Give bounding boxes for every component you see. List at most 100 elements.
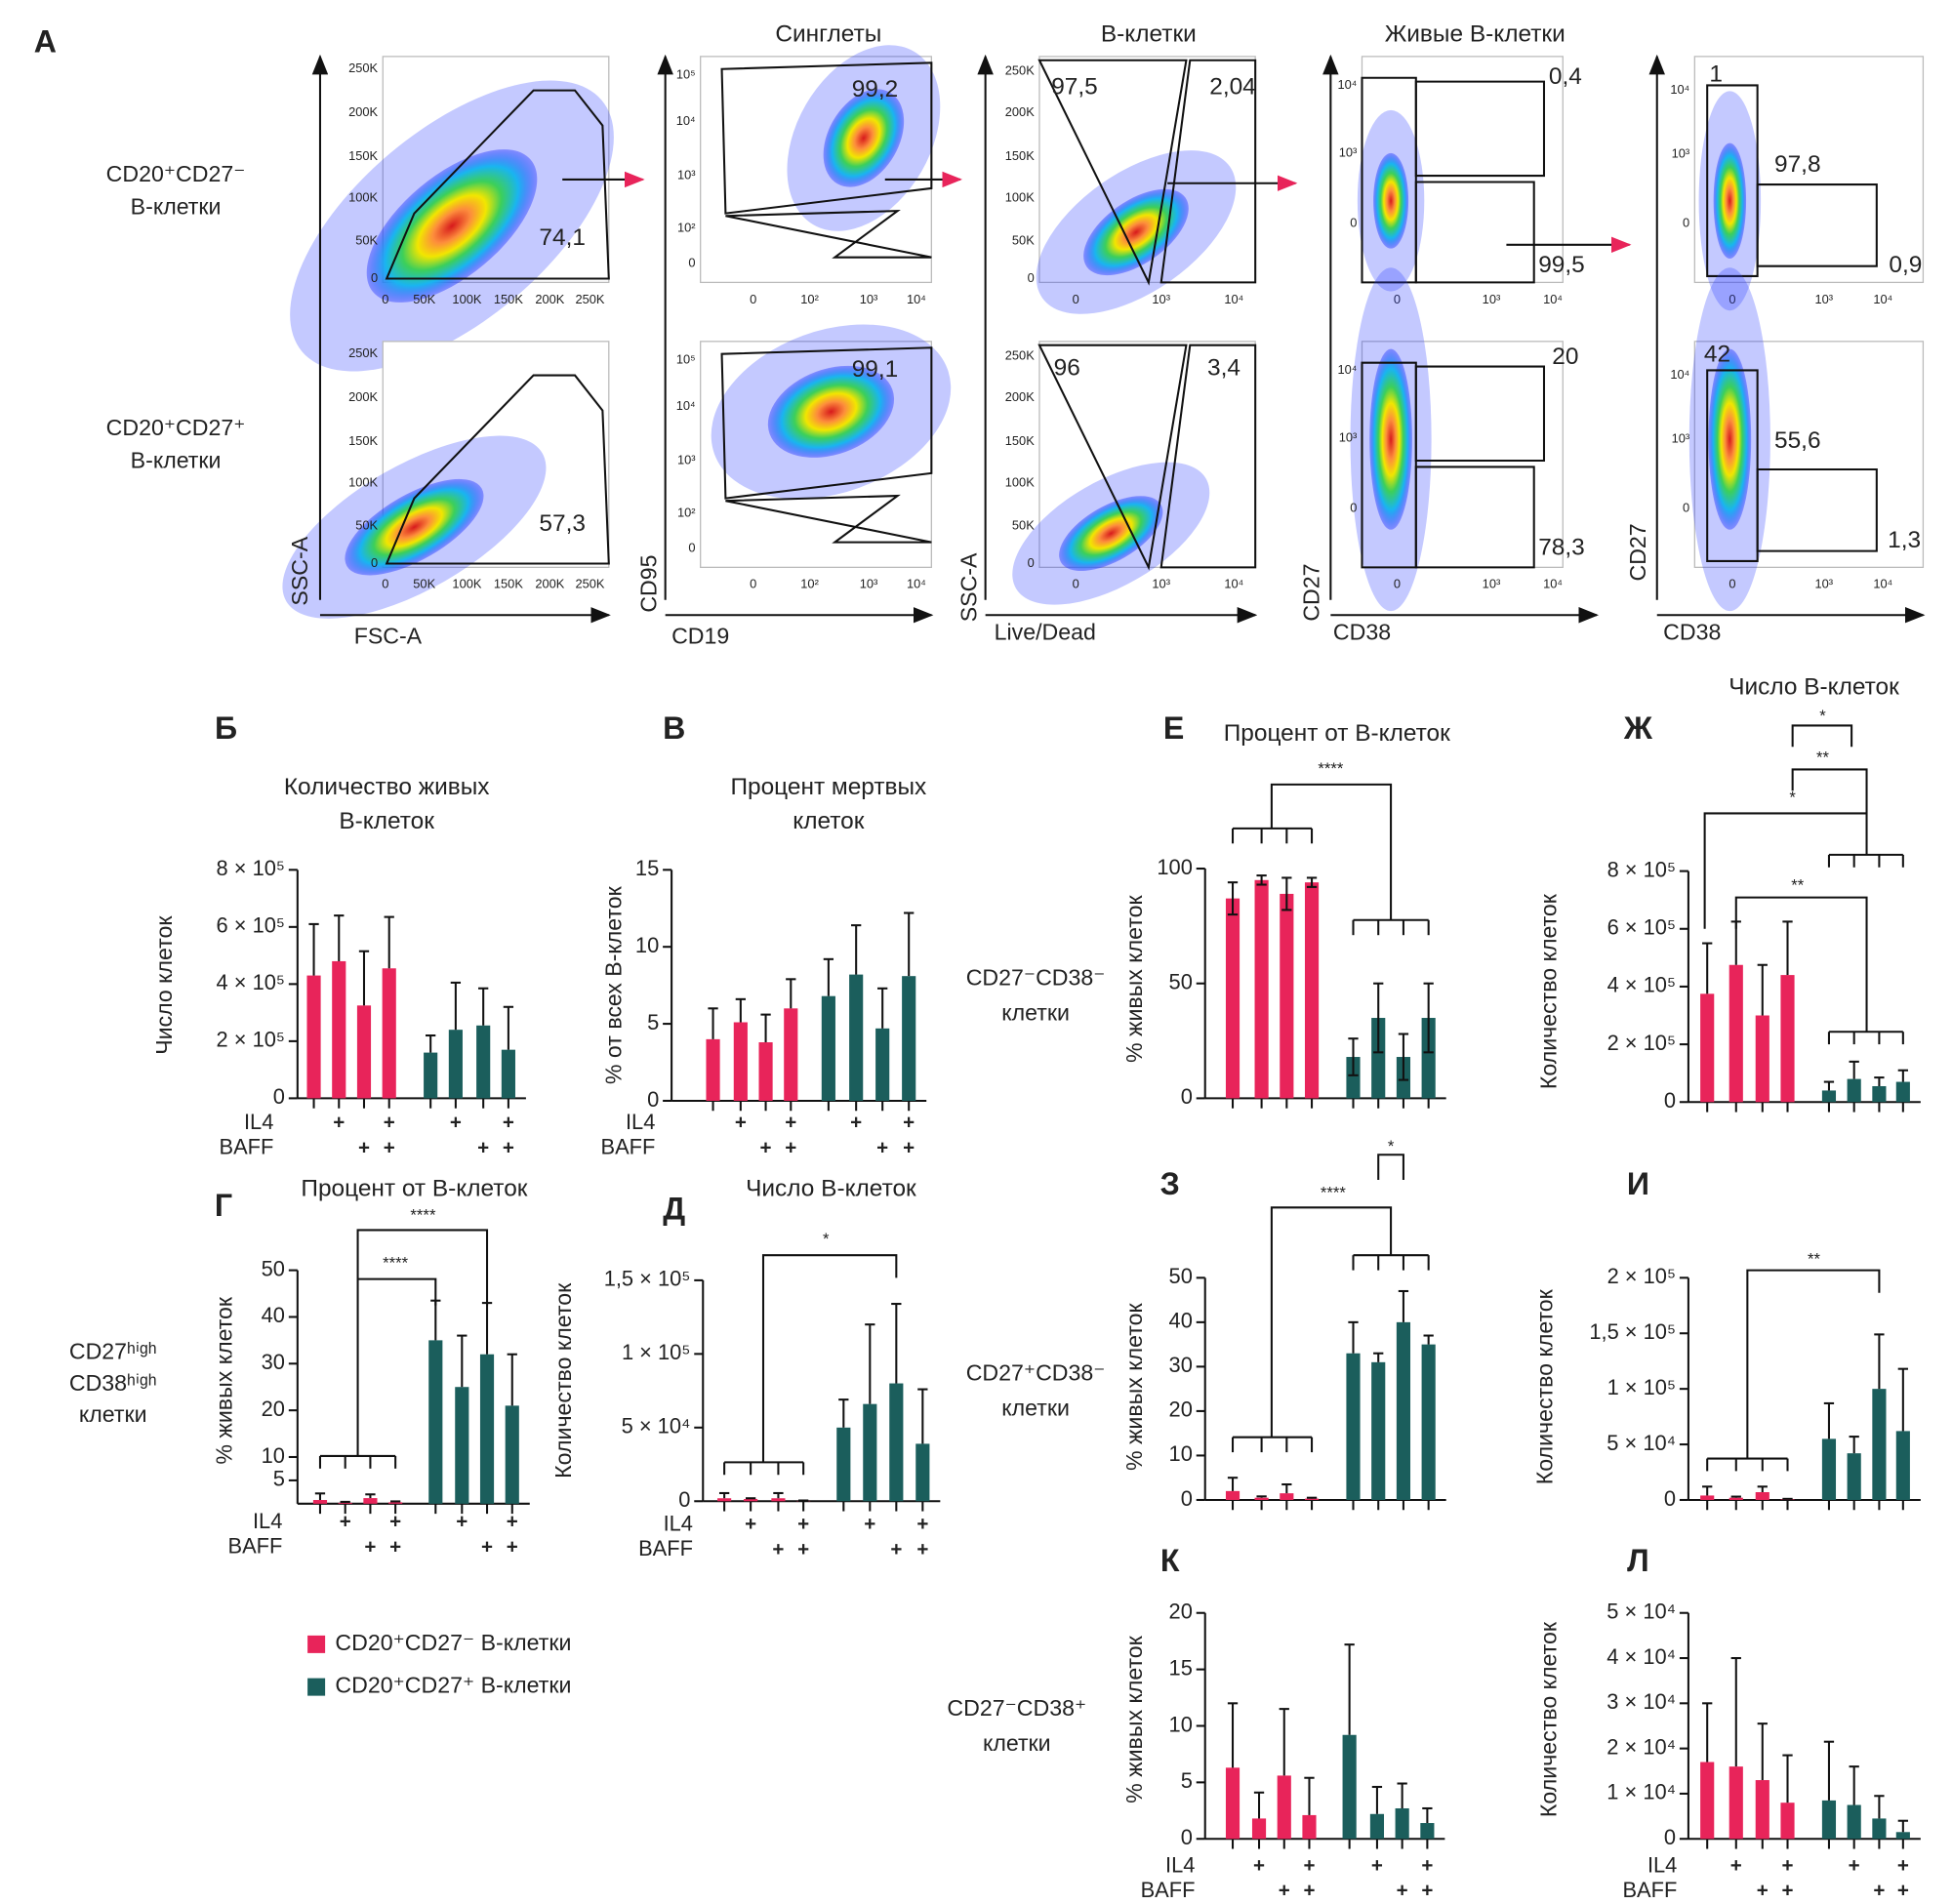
y-tick-label: 100K (348, 475, 378, 490)
bar (706, 1038, 720, 1101)
bar (424, 1052, 438, 1099)
figure-body: А CD20⁺CD27⁻ В-клетки CD20⁺CD27⁺ В-клетки 250… (34, 20, 1926, 1902)
y-axis-label: % живых клеток (1121, 1303, 1147, 1472)
bar (771, 1498, 786, 1502)
treatment-mark: + (1757, 1880, 1769, 1902)
bar (1225, 898, 1240, 1099)
gate-value: 0,4 (1549, 63, 1582, 90)
treatment-mark: + (340, 1511, 351, 1533)
treatment-label: IL4 (1647, 1852, 1677, 1877)
y-tick-label: 1,5 × 10⁵ (1589, 1319, 1676, 1344)
x-tick-label: 100K (452, 577, 481, 591)
treatment-mark: + (916, 1513, 928, 1535)
x-tick-label: 10⁴ (907, 292, 926, 306)
row-label: клетки (1001, 1395, 1070, 1420)
bar (356, 1005, 372, 1099)
bar (1421, 1018, 1436, 1099)
treatment-mark: + (1371, 1854, 1383, 1877)
bar (363, 1498, 378, 1504)
y-tick-label: 5 (647, 1010, 659, 1034)
y-tick-label: 200K (1005, 389, 1035, 404)
y-tick-label: 200K (1005, 104, 1035, 119)
gate-value: 78,3 (1538, 535, 1585, 561)
panel-letter: Г (215, 1188, 232, 1223)
treatment-mark: + (389, 1511, 401, 1533)
row-label: CD20⁺CD27⁻ (106, 161, 246, 186)
y-tick-label: 5 × 10⁴ (622, 1414, 691, 1438)
significance-bracket (1746, 1269, 1881, 1459)
y-tick-label: 0 (1664, 1825, 1676, 1849)
bar (1346, 1057, 1361, 1099)
y-tick-label: 1 × 10⁵ (622, 1340, 690, 1364)
significance-label: **** (410, 1206, 436, 1225)
significance-bracket (1377, 1154, 1404, 1181)
bar (863, 1403, 877, 1502)
density-core (1708, 348, 1752, 530)
y-tick-label: 0 (1028, 555, 1035, 570)
density-core (1059, 496, 1163, 572)
gate-value: 57,3 (539, 510, 586, 537)
bar (1728, 964, 1743, 1103)
x-tick-label: 10⁴ (1224, 577, 1243, 591)
y-tick-label: 250K (1005, 63, 1035, 78)
treatment-label: IL4 (626, 1110, 655, 1134)
chart-title: Процент от В-клеток (1224, 720, 1450, 747)
bar (1872, 1818, 1887, 1840)
bar (1821, 1090, 1837, 1103)
y-tick-label: 30 (262, 1350, 285, 1374)
x-tick-label: 10⁴ (907, 577, 926, 591)
x-tick-label: 10⁴ (1873, 292, 1892, 306)
y-tick-label: 50K (355, 232, 378, 247)
y-tick-label: 10⁴ (1670, 82, 1689, 97)
bar (448, 1030, 463, 1099)
bar (382, 968, 396, 1099)
gate (1414, 466, 1535, 569)
y-tick-label: 10² (677, 220, 696, 234)
y-tick-label: 5 × 10⁴ (1606, 1431, 1676, 1455)
y-tick-label: 10⁵ (676, 67, 696, 82)
density-core (823, 89, 905, 187)
significance-bracket (1791, 724, 1853, 748)
chart-title: Процент от В-клеток (301, 1176, 527, 1202)
y-tick-label: 0 (1350, 500, 1357, 514)
bar (1302, 1814, 1317, 1840)
bar (1755, 1492, 1769, 1500)
y-tick-label: 100 (1157, 855, 1192, 879)
treatment-mark: + (358, 1136, 370, 1158)
x-tick-label: 10³ (1483, 292, 1501, 306)
treatment-mark: + (864, 1513, 875, 1535)
bar (1395, 1807, 1409, 1840)
panel-letter: К (1160, 1543, 1180, 1578)
y-axis-label: Количество клеток (550, 1282, 576, 1479)
treatment-label: IL4 (664, 1511, 693, 1535)
x-tick-label: 0 (750, 292, 756, 306)
y-tick-label: 10³ (1339, 144, 1358, 159)
treatment-mark: + (760, 1136, 772, 1158)
x-tick-label: 10⁴ (1543, 292, 1563, 306)
treatment-mark: + (876, 1136, 888, 1158)
y-tick-label: 0 (273, 1084, 285, 1109)
treatment-mark: + (1303, 1880, 1315, 1902)
gate-value: 74,1 (539, 224, 586, 251)
significance-label: **** (1321, 1184, 1347, 1202)
y-tick-label: 50 (262, 1256, 285, 1280)
y-tick-label: 30 (1169, 1353, 1193, 1377)
bar (1728, 1766, 1743, 1840)
row-label: CD27ʰⁱᵍʰ (69, 1339, 157, 1364)
x-tick-label: 50K (413, 292, 435, 306)
y-tick-label: 10⁴ (1670, 367, 1689, 382)
significance-bracket (1791, 768, 1868, 855)
panel-letter: И (1627, 1166, 1649, 1201)
gate-value: 96 (1054, 355, 1080, 382)
bar (1225, 1767, 1240, 1840)
panel-letter: Л (1627, 1543, 1649, 1578)
x-tick-label: 10³ (1152, 292, 1170, 306)
density-core (366, 149, 538, 303)
treatment-mark: + (1397, 1880, 1408, 1902)
plot-title: Синглеты (775, 20, 881, 47)
row-label: CD20⁺CD27⁺ (106, 415, 246, 440)
y-tick-label: 10³ (1339, 429, 1358, 444)
bar (1304, 1498, 1320, 1500)
bar (1420, 1823, 1435, 1840)
y-tick-label: 2 × 10⁴ (1606, 1734, 1676, 1759)
